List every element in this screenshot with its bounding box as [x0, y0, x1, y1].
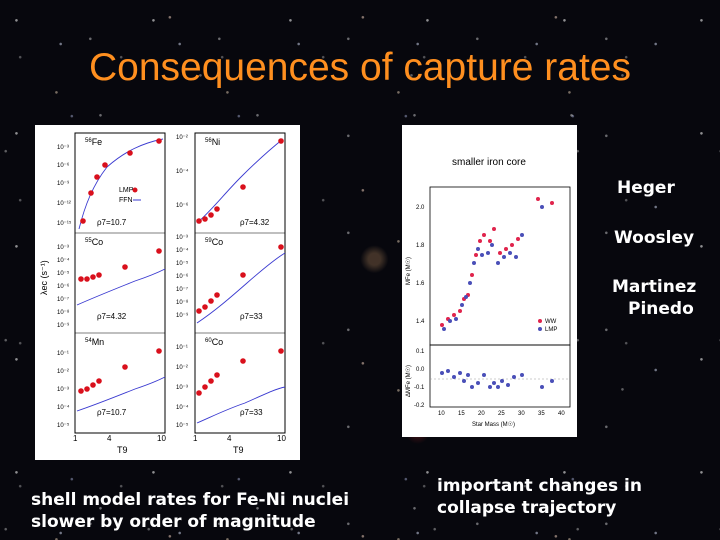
- svg-text:1.6: 1.6: [416, 281, 425, 287]
- svg-text:0.0: 0.0: [416, 367, 425, 373]
- svg-text:10⁻⁸: 10⁻⁸: [57, 309, 70, 316]
- svg-text:10⁻⁵: 10⁻⁵: [176, 260, 189, 267]
- svg-text:1.8: 1.8: [416, 243, 425, 249]
- svg-text:10⁻⁶: 10⁻⁶: [176, 273, 189, 280]
- left-caption: shell model rates for Fe-Ni nuclei slowe…: [31, 489, 349, 533]
- top-ylabel: MFe (M☉): [405, 257, 412, 285]
- slide-title: Consequences of capture rates: [88, 46, 631, 89]
- svg-text:10⁻²: 10⁻²: [176, 135, 188, 141]
- svg-text:10⁻³: 10⁻³: [176, 385, 188, 391]
- svg-text:10: 10: [277, 434, 286, 443]
- svg-text:10: 10: [157, 434, 166, 443]
- svg-text:25: 25: [498, 411, 505, 417]
- svg-text:30: 30: [518, 411, 525, 417]
- svg-text:20: 20: [478, 411, 485, 417]
- iron-core-plot: smaller iron core 2.0 1.8 1.6 1.4 0.1 0.…: [405, 157, 571, 428]
- svg-text:10⁻⁹: 10⁻⁹: [57, 322, 70, 329]
- svg-text:10⁻⁶: 10⁻⁶: [57, 283, 70, 290]
- author-pinedo: Pinedo: [628, 299, 694, 319]
- legend-lmp: LMP: [119, 187, 134, 194]
- iron-core-title: smaller iron core: [452, 157, 526, 168]
- right-caption-line1: important changes in: [437, 476, 642, 496]
- svg-text:10⁻³: 10⁻³: [57, 245, 69, 251]
- left-caption-line2: slower by order of magnitude: [31, 512, 316, 532]
- left-caption-line1: shell model rates for Fe-Ni nuclei: [31, 490, 350, 510]
- svg-text:10⁻⁴: 10⁻⁴: [176, 404, 189, 411]
- svg-text:4: 4: [107, 434, 112, 443]
- rho-label-co55: ρ7=4.32: [97, 312, 127, 321]
- left-column-frame: [74, 132, 166, 434]
- svg-text:40: 40: [558, 411, 565, 417]
- svg-text:10⁻⁶: 10⁻⁶: [176, 202, 189, 209]
- svg-text:10⁻⁴: 10⁻⁴: [176, 247, 189, 254]
- legend-ww: WW: [545, 319, 557, 325]
- iron-core-figure: smaller iron core 2.0 1.8 1.6 1.4 0.1 0.…: [402, 125, 577, 437]
- svg-text:10⁻⁸: 10⁻⁸: [176, 299, 189, 306]
- svg-text:10⁻⁵: 10⁻⁵: [57, 270, 70, 277]
- svg-text:10⁻⁶: 10⁻⁶: [57, 162, 70, 169]
- y-axis-label: λec (s⁻¹): [39, 260, 49, 295]
- x-axis-label-right: T9: [233, 445, 244, 455]
- svg-text:1.4: 1.4: [416, 319, 425, 325]
- svg-text:10: 10: [438, 411, 445, 417]
- svg-text:2.0: 2.0: [416, 205, 425, 211]
- panel-co60-label: 60Co: [205, 337, 223, 347]
- svg-text:10⁻⁴: 10⁻⁴: [57, 257, 70, 264]
- svg-text:15: 15: [458, 411, 465, 417]
- right-caption: important changes in collapse trajectory: [437, 475, 642, 519]
- panel-ni-label: 56Ni: [205, 137, 220, 147]
- svg-text:10⁻¹: 10⁻¹: [57, 351, 69, 357]
- rho-label-mn: ρ7=10.7: [97, 408, 127, 417]
- svg-text:10⁻³: 10⁻³: [57, 145, 69, 151]
- svg-text:10⁻⁵: 10⁻⁵: [57, 422, 70, 429]
- svg-text:10⁻¹²: 10⁻¹²: [57, 201, 71, 207]
- capture-rates-figure: 56Fe 56Ni 55Co 59Co 54Mn 60Co ρ7=10.7 ρ7…: [35, 125, 300, 460]
- svg-text:10⁻¹⁵: 10⁻¹⁵: [57, 220, 72, 227]
- svg-text:10⁻⁹: 10⁻⁹: [176, 312, 189, 319]
- svg-text:-0.1: -0.1: [414, 385, 425, 391]
- svg-text:10⁻⁴: 10⁻⁴: [176, 168, 189, 175]
- xlabel: Star Mass (M☉): [472, 421, 515, 428]
- panel-mn-label: 54Mn: [85, 337, 104, 347]
- legend-ffn: FFN: [119, 197, 133, 204]
- svg-text:1: 1: [73, 434, 78, 443]
- author-martinez: Martinez: [612, 277, 697, 297]
- right-column-frame: [194, 132, 286, 434]
- x-axis-label-left: T9: [117, 445, 128, 455]
- svg-text:0.1: 0.1: [416, 349, 425, 355]
- panel-fe-label: 56Fe: [85, 137, 102, 147]
- svg-text:10⁻⁷: 10⁻⁷: [57, 296, 69, 303]
- svg-text:1: 1: [193, 434, 198, 443]
- author-heger: Heger: [617, 178, 675, 198]
- rho-label-co60: ρ7=33: [240, 408, 263, 417]
- svg-text:-0.2: -0.2: [414, 403, 425, 409]
- capture-rates-plot: 56Fe 56Ni 55Co 59Co 54Mn 60Co ρ7=10.7 ρ7…: [39, 132, 286, 455]
- rho-label-co59: ρ7=33: [240, 312, 263, 321]
- svg-text:10⁻⁹: 10⁻⁹: [57, 180, 70, 187]
- svg-text:10⁻³: 10⁻³: [176, 235, 188, 241]
- svg-text:10⁻⁴: 10⁻⁴: [57, 404, 70, 411]
- bottom-ylabel: ΔMFe (M☉): [405, 365, 412, 397]
- panel-co59-label: 59Co: [205, 237, 223, 247]
- rho-label-fe: ρ7=10.7: [97, 218, 127, 227]
- svg-text:10⁻⁷: 10⁻⁷: [176, 286, 188, 293]
- svg-text:10⁻²: 10⁻²: [57, 369, 69, 375]
- svg-text:10⁻²: 10⁻²: [176, 365, 188, 371]
- svg-text:4: 4: [227, 434, 232, 443]
- right-caption-line2: collapse trajectory: [437, 498, 617, 518]
- panel-co55-label: 55Co: [85, 237, 103, 247]
- svg-text:10⁻³: 10⁻³: [57, 387, 69, 393]
- rho-label-ni: ρ7=4.32: [240, 218, 270, 227]
- svg-text:35: 35: [538, 411, 545, 417]
- legend-lmp: LMP: [545, 327, 557, 333]
- svg-text:10⁻¹: 10⁻¹: [176, 345, 188, 351]
- author-woosley: Woosley: [614, 228, 695, 248]
- bottom-axes: [429, 344, 571, 408]
- svg-text:10⁻⁵: 10⁻⁵: [176, 422, 189, 429]
